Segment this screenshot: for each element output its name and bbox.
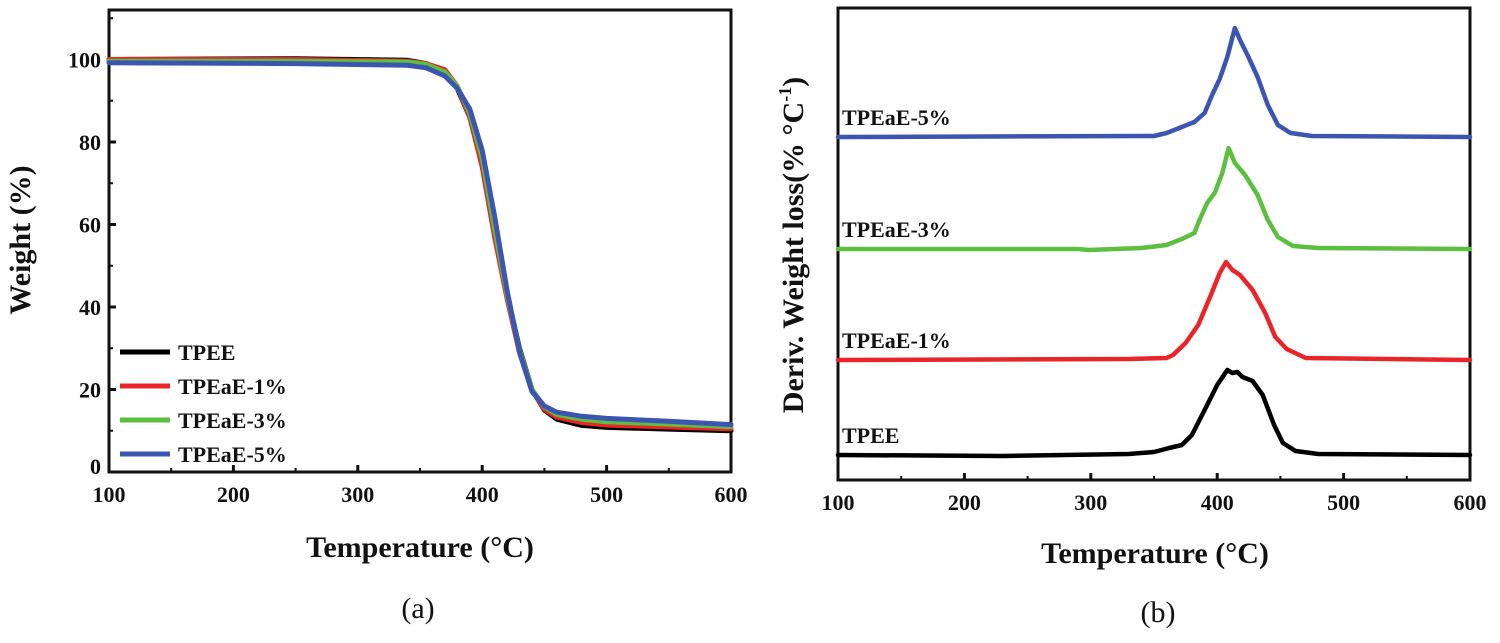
- x-tick-label: 100: [93, 482, 126, 507]
- series-label: TPEaE-3%: [842, 217, 951, 242]
- panel-b-caption: (b): [1141, 596, 1176, 629]
- x-tick-label: 500: [590, 482, 623, 507]
- panel-b-y-axis-label-text: Deriv. Weight loss(% °C: [777, 102, 810, 413]
- x-tick-label: 600: [1454, 490, 1487, 515]
- panel-a-x-axis-label: Temperature (°C): [306, 531, 534, 564]
- x-tick-label: 300: [1074, 490, 1107, 515]
- x-tick-label: 100: [822, 490, 855, 515]
- panel-a-y-axis-label: Weight (%): [4, 165, 37, 314]
- panel-b-dtg-chart: 100 200 300 400 500 600 TPEETPEaE-1%TPEaE-3%T…: [775, 6, 1487, 629]
- legend-label: TPEE: [178, 340, 235, 365]
- panel-a-legend: TPEE TPEaE-1% TPEaE-3% TPEaE-5%: [120, 340, 287, 467]
- panel-b-series-labels: TPEE TPEaE-1% TPEaE-3% TPEaE-5%: [842, 105, 951, 448]
- series-line-tpeae-5pct: [106, 60, 734, 428]
- x-tick-label: 400: [1201, 490, 1234, 515]
- panel-a-caption: (a): [401, 592, 434, 625]
- x-tick-label: 500: [1327, 490, 1360, 515]
- panel-a-ticks: 100 200 300 400 500 600 0 20 40 60 80 100: [68, 17, 748, 507]
- legend-label: TPEaE-5%: [178, 442, 287, 467]
- series-line-tpeae-5pct: [835, 25, 1473, 140]
- legend-label: TPEaE-1%: [178, 374, 287, 399]
- series-line-tpeae-3pct: [835, 145, 1473, 253]
- legend-label: TPEaE-3%: [178, 408, 287, 433]
- series-line-tpee: [835, 367, 1473, 459]
- series-line-tpeae-3pct: [106, 58, 734, 430]
- y-tick-label: 20: [79, 378, 101, 403]
- panel-b-plot-frame: [836, 6, 1472, 482]
- series-label: TPEE: [842, 423, 899, 448]
- y-tick-label: 100: [68, 48, 101, 73]
- series-line-tpeae-1pct: [835, 259, 1473, 363]
- y-tick-label: 60: [79, 213, 101, 238]
- panel-b-y-axis-label-close: ): [777, 77, 810, 87]
- y-tick-label: 40: [79, 295, 101, 320]
- x-tick-label: 400: [466, 482, 499, 507]
- panel-a-series: [106, 56, 734, 434]
- x-tick-label: 200: [948, 490, 981, 515]
- x-tick-label: 200: [217, 482, 250, 507]
- panel-b-x-axis-label: Temperature (°C): [1041, 537, 1269, 570]
- y-tick-label: 80: [79, 130, 101, 155]
- panel-b-y-axis-label: Deriv. Weight loss(% °C-1): [775, 77, 810, 413]
- x-tick-label: 600: [715, 482, 748, 507]
- panel-a-tga-chart: 100 200 300 400 500 600 0 20 40 60 80 100 TPEE TPEaE…: [4, 8, 748, 625]
- panel-b-ticks: 100 200 300 400 500 600: [822, 473, 1487, 515]
- series-label: TPEaE-1%: [842, 328, 951, 353]
- y-tick-label: 0: [90, 454, 101, 479]
- series-label: TPEaE-5%: [842, 105, 951, 130]
- panel-b-series: [835, 25, 1473, 459]
- panel-a-plot-frame: [107, 8, 733, 474]
- panel-b-y-axis-label-superscript: -1: [775, 87, 795, 102]
- x-tick-label: 300: [341, 482, 374, 507]
